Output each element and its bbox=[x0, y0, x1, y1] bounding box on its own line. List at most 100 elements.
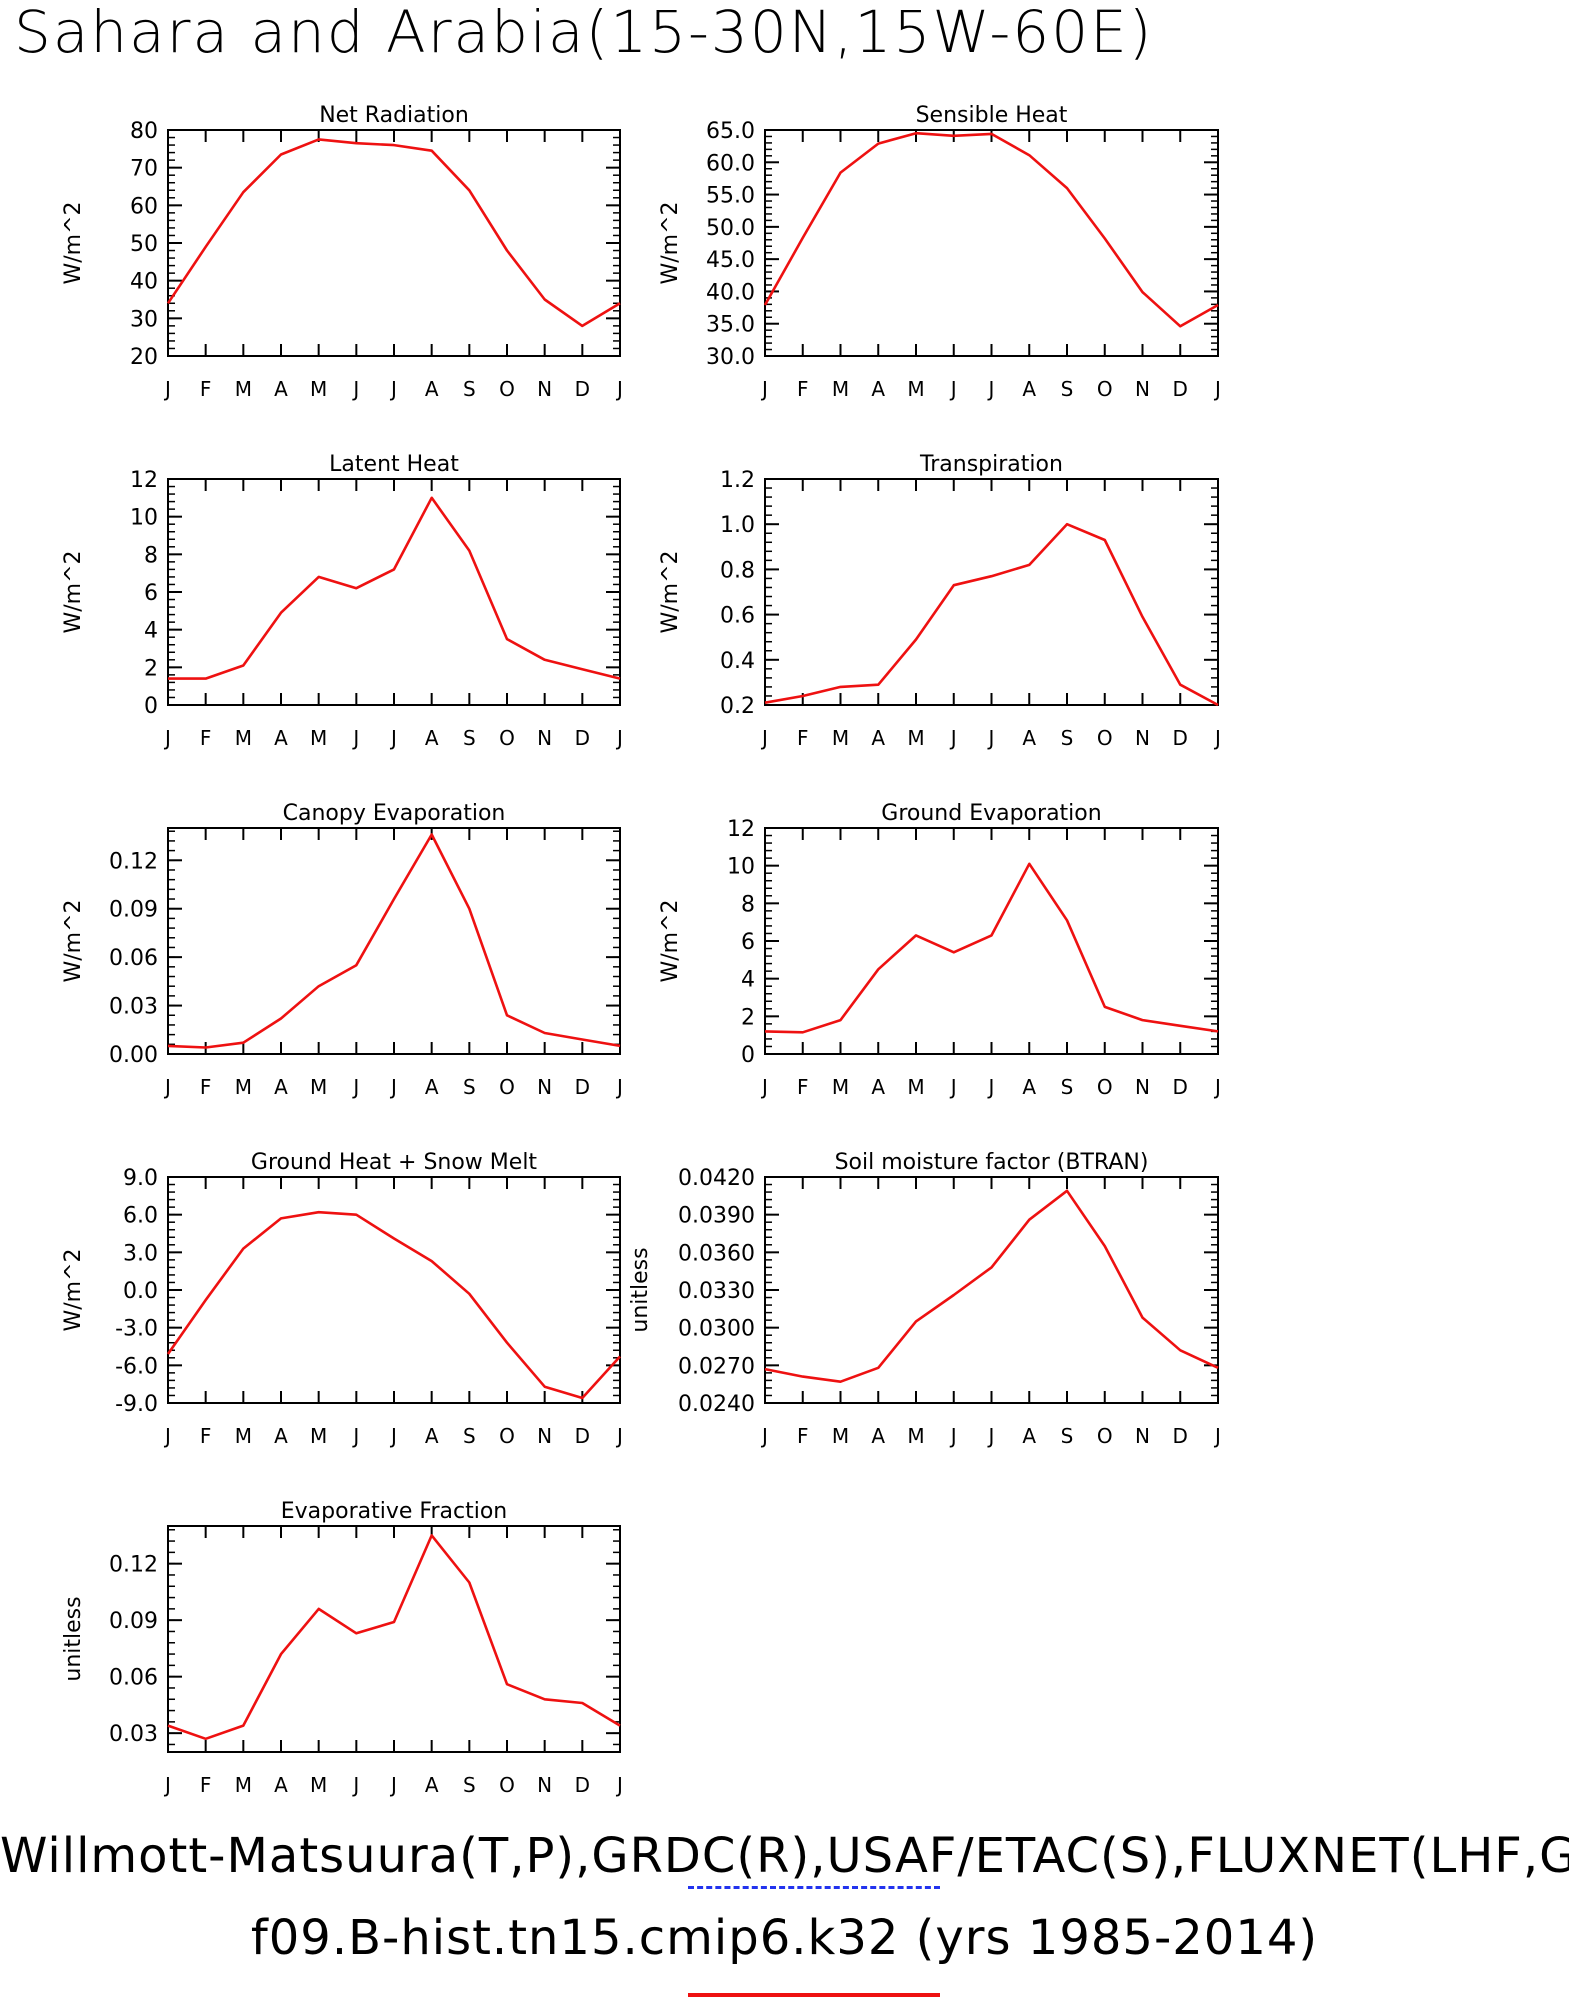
y-tick-label: 6 bbox=[144, 581, 158, 606]
x-tick-label: A bbox=[1022, 1075, 1036, 1099]
x-tick-label: J bbox=[163, 726, 171, 750]
x-tick-label: D bbox=[575, 1424, 590, 1448]
x-tick-label: J bbox=[1213, 726, 1221, 750]
x-tick-label: S bbox=[463, 1424, 476, 1448]
model-series-line bbox=[168, 496, 621, 680]
y-tick-label: 20 bbox=[130, 345, 158, 370]
x-tick-label: A bbox=[425, 1075, 439, 1099]
x-tick-label: F bbox=[797, 1075, 809, 1099]
x-tick-label: O bbox=[1097, 726, 1113, 750]
y-tick-label: 0.0240 bbox=[678, 1392, 755, 1417]
x-tick-label: M bbox=[907, 1424, 924, 1448]
y-tick-label: 10 bbox=[130, 506, 158, 531]
x-tick-label: S bbox=[1061, 377, 1074, 401]
x-tick-label: A bbox=[1022, 1424, 1036, 1448]
y-tick-label: 12 bbox=[130, 468, 158, 493]
y-tick-label: 0.09 bbox=[109, 1609, 158, 1634]
plot-frame bbox=[764, 1176, 1219, 1404]
y-tick-label: 0.03 bbox=[109, 1722, 158, 1747]
y-axis-label: W/m^2 bbox=[658, 899, 683, 982]
chart-title: Latent Heat bbox=[329, 452, 459, 477]
x-tick-label: N bbox=[1135, 1075, 1150, 1099]
model-series-line bbox=[764, 862, 1219, 1034]
x-tick-label: F bbox=[797, 1424, 809, 1448]
x-tick-label: M bbox=[235, 1424, 252, 1448]
x-tick-label: D bbox=[1173, 726, 1188, 750]
chart-title: Canopy Evaporation bbox=[283, 801, 506, 826]
x-tick-label: F bbox=[797, 726, 809, 750]
y-tick-label: 30 bbox=[130, 307, 158, 332]
y-tick-label: 1.0 bbox=[720, 513, 755, 538]
y-axis-label: W/m^2 bbox=[658, 550, 683, 633]
x-tick-label: J bbox=[615, 1075, 623, 1099]
x-tick-label: N bbox=[1135, 1424, 1150, 1448]
y-tick-label: 0.06 bbox=[109, 1666, 158, 1691]
x-tick-label: J bbox=[1213, 377, 1221, 401]
x-tick-label: O bbox=[499, 377, 515, 401]
footer-observation-sources: Willmott-Matsuura(T,P),GRDC(R),USAF/ETAC… bbox=[0, 1828, 1569, 1884]
y-tick-label: 0.0270 bbox=[678, 1354, 755, 1379]
y-tick-label: 80 bbox=[130, 119, 158, 144]
model-series-line bbox=[167, 1534, 621, 1741]
x-tick-label: A bbox=[871, 726, 885, 750]
x-tick-label: F bbox=[200, 377, 212, 401]
plot-frame bbox=[167, 129, 621, 357]
x-tick-label: J bbox=[351, 726, 359, 750]
x-tick-label: M bbox=[832, 1075, 849, 1099]
x-tick-label: A bbox=[1022, 377, 1036, 401]
y-tick-label: 6.0 bbox=[123, 1204, 158, 1229]
x-tick-label: J bbox=[163, 1424, 171, 1448]
x-tick-label: O bbox=[499, 1773, 515, 1797]
x-tick-label: A bbox=[1022, 726, 1036, 750]
y-tick-label: 35.0 bbox=[706, 313, 755, 338]
plot-frame bbox=[167, 1176, 621, 1404]
obs-legend-line bbox=[688, 1886, 940, 1889]
x-tick-label: J bbox=[949, 1424, 957, 1448]
y-tick-label: 50.0 bbox=[706, 216, 755, 241]
x-tick-label: O bbox=[1097, 1075, 1113, 1099]
x-tick-label: J bbox=[760, 377, 768, 401]
x-tick-label: S bbox=[463, 1773, 476, 1797]
x-tick-label: J bbox=[1213, 1424, 1221, 1448]
x-tick-label: J bbox=[949, 1075, 957, 1099]
x-tick-label: J bbox=[351, 1424, 359, 1448]
y-tick-label: 0.09 bbox=[109, 898, 158, 923]
y-tick-label: 0 bbox=[741, 1043, 755, 1068]
model-series-line bbox=[166, 138, 621, 328]
x-tick-label: D bbox=[575, 1773, 590, 1797]
x-tick-label: D bbox=[575, 726, 590, 750]
x-tick-label: M bbox=[310, 726, 327, 750]
x-tick-label: J bbox=[987, 726, 995, 750]
x-tick-label: D bbox=[1173, 1075, 1188, 1099]
model-series-line bbox=[764, 1189, 1219, 1383]
x-tick-label: M bbox=[235, 1075, 252, 1099]
x-tick-label: N bbox=[537, 1075, 552, 1099]
y-tick-label: 1.2 bbox=[720, 468, 755, 493]
y-tick-label: -6.0 bbox=[115, 1354, 158, 1379]
chart-title: Ground Evaporation bbox=[881, 801, 1101, 826]
x-tick-label: O bbox=[1097, 377, 1113, 401]
x-tick-label: A bbox=[274, 1773, 288, 1797]
x-tick-label: J bbox=[163, 1075, 171, 1099]
x-tick-label: N bbox=[537, 726, 552, 750]
y-tick-label: 0.0390 bbox=[678, 1204, 755, 1229]
x-tick-label: M bbox=[907, 1075, 924, 1099]
x-tick-label: N bbox=[537, 1424, 552, 1448]
y-tick-label: 0.0420 bbox=[678, 1166, 755, 1191]
x-tick-label: M bbox=[832, 1424, 849, 1448]
y-tick-label: 40 bbox=[130, 270, 158, 295]
y-axis-label: unitless bbox=[628, 1247, 653, 1332]
x-tick-label: S bbox=[463, 726, 476, 750]
chart-title: Soil moisture factor (BTRAN) bbox=[835, 1150, 1149, 1175]
x-tick-label: M bbox=[832, 726, 849, 750]
x-tick-label: J bbox=[351, 1075, 359, 1099]
x-tick-label: S bbox=[463, 1075, 476, 1099]
x-tick-label: J bbox=[389, 726, 397, 750]
y-tick-label: 10 bbox=[727, 855, 755, 880]
x-tick-label: S bbox=[1061, 1075, 1074, 1099]
